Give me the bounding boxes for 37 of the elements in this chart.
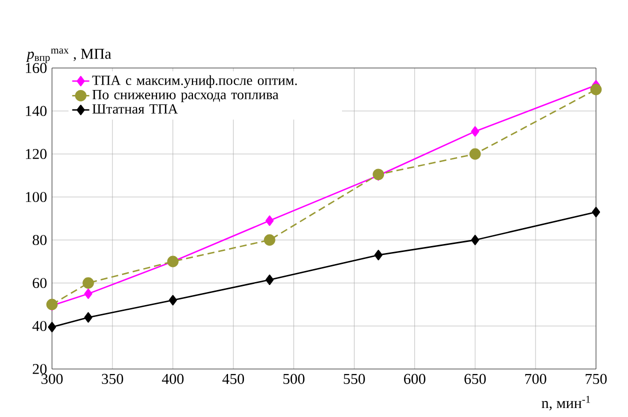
point — [168, 295, 177, 306]
y-tick-label: 20 — [32, 364, 47, 374]
y-tick-label: 100 — [26, 192, 47, 202]
y-tick-label: 60 — [32, 278, 47, 288]
point — [592, 206, 600, 218]
point — [48, 322, 56, 332]
x-tick-label: 350 — [102, 374, 124, 384]
legend-label: Штатная ТПА — [92, 104, 178, 114]
x-tick-label: 700 — [525, 374, 546, 384]
x-tick-label: 750 — [586, 374, 607, 384]
point — [266, 274, 274, 285]
x-tick-label: 500 — [283, 374, 304, 384]
x-tick-label: 450 — [222, 374, 244, 384]
x-tick-label: 300 — [41, 374, 63, 384]
point — [471, 126, 480, 137]
legend-label: ТПА с максим.униф.после оптим. — [92, 75, 297, 88]
y-tick-label: 120 — [26, 148, 47, 160]
y-tick-label: 40 — [32, 320, 47, 332]
point — [264, 234, 276, 246]
y-axis-title: p$_{впр}$$^{max}$ , МПа — [26, 48, 112, 64]
legend-label: По снижению расхода топлива — [92, 90, 278, 102]
y-tick-label: 80 — [32, 234, 47, 246]
y-tick-label: 160 — [26, 62, 47, 74]
point — [84, 312, 92, 323]
y-tick-label: 140 — [26, 106, 47, 116]
point — [471, 234, 480, 246]
point — [82, 277, 94, 289]
x-tick-label: 400 — [162, 374, 184, 384]
point — [266, 215, 274, 226]
x-axis-title: n, мин$^{-1}$ — [542, 396, 590, 410]
point — [469, 148, 481, 160]
point — [84, 288, 92, 299]
x-tick-label: 550 — [344, 374, 365, 384]
x-tick-label: 650 — [464, 374, 486, 384]
x-tick-label: 600 — [404, 374, 426, 384]
point — [374, 250, 382, 260]
point — [590, 84, 602, 96]
